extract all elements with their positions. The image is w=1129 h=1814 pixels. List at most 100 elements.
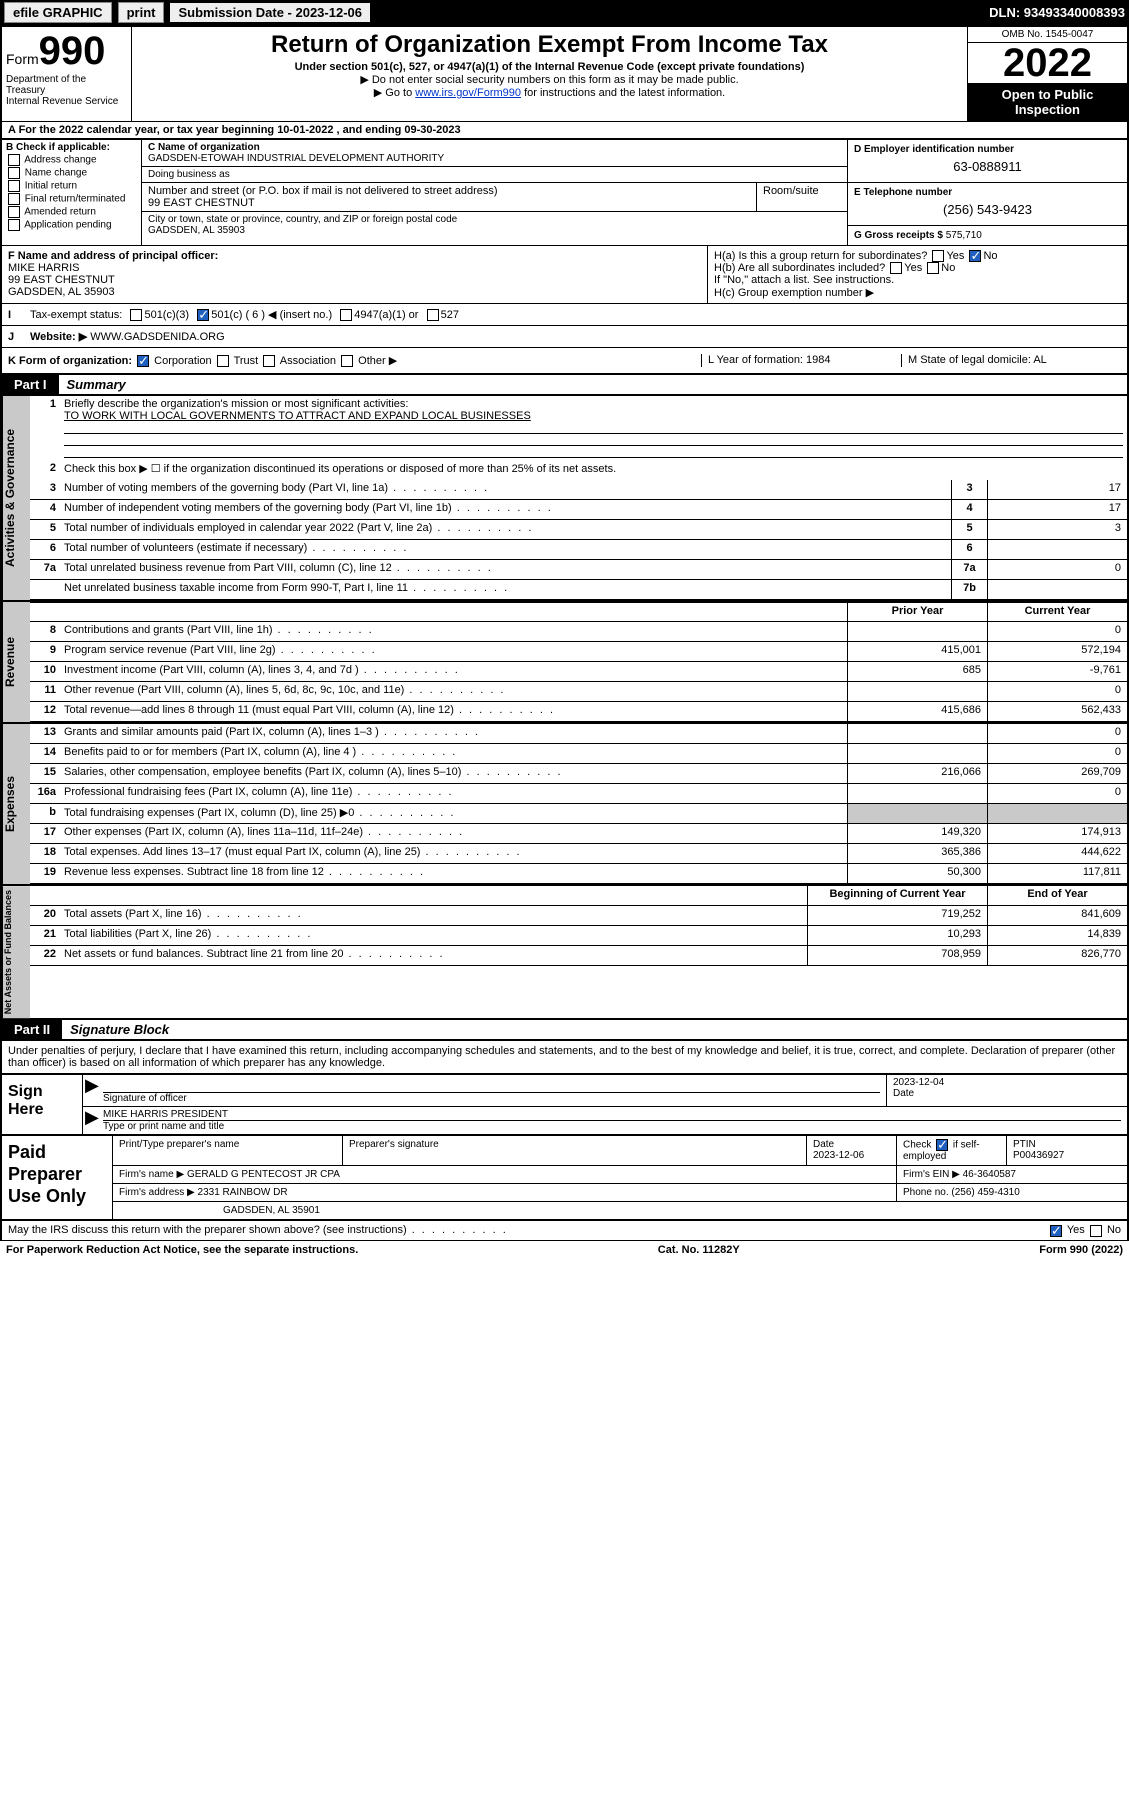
form-number: 990 — [39, 29, 106, 73]
efile-label: efile GRAPHIC — [4, 2, 112, 23]
website-value: WWW.GADSDENIDA.ORG — [90, 331, 224, 343]
summary-row: 18Total expenses. Add lines 13–17 (must … — [30, 844, 1127, 864]
preparer-block: Paid Preparer Use Only Print/Type prepar… — [0, 1136, 1129, 1221]
part2-title: Signature Block — [62, 1020, 177, 1039]
irs-link[interactable]: www.irs.gov/Form990 — [415, 87, 521, 99]
state-domicile: M State of legal domicile: AL — [901, 354, 1121, 367]
firm-name: GERALD G PENTECOST JR CPA — [187, 1169, 340, 1180]
summary-row: 5Total number of individuals employed in… — [30, 520, 1127, 540]
part2-num: Part II — [2, 1020, 62, 1039]
chk-name-change[interactable]: Name change — [6, 167, 137, 179]
officer-addr1: 99 EAST CHESTNUT — [8, 274, 701, 286]
hb-note: If "No," attach a list. See instructions… — [714, 274, 1121, 286]
tel-label: E Telephone number — [854, 187, 1121, 198]
firm-addr-lbl: Firm's address ▶ — [119, 1187, 195, 1198]
sign-here-label: Sign Here — [2, 1075, 82, 1134]
section-fh: F Name and address of principal officer:… — [0, 246, 1129, 304]
paperwork-notice: For Paperwork Reduction Act Notice, see … — [6, 1244, 358, 1256]
officer-addr2: GADSDEN, AL 35903 — [8, 286, 701, 298]
summary-row: 16aProfessional fundraising fees (Part I… — [30, 784, 1127, 804]
hdr-prior: Prior Year — [847, 603, 987, 621]
section-revenue: Revenue Prior Year Current Year 8Contrib… — [0, 602, 1129, 724]
hb-yes[interactable] — [890, 262, 902, 274]
chk-assoc[interactable] — [263, 355, 275, 367]
chk-application-pending[interactable]: Application pending — [6, 219, 137, 231]
form-ref: Form 990 (2022) — [1039, 1244, 1123, 1256]
l2-text: Check this box ▶ ☐ if the organization d… — [60, 460, 1127, 480]
prep-date-hdr: Date — [813, 1139, 890, 1150]
arrow-icon: ▶ — [83, 1107, 97, 1134]
officer-name-title: MIKE HARRIS PRESIDENT — [103, 1109, 1121, 1121]
dln: DLN: 93493340008393 — [989, 5, 1125, 20]
chk-501c[interactable] — [197, 309, 209, 321]
summary-row: 15Salaries, other compensation, employee… — [30, 764, 1127, 784]
org-city: GADSDEN, AL 35903 — [148, 225, 841, 236]
cat-no: Cat. No. 11282Y — [658, 1244, 740, 1256]
form-prefix: Form — [6, 51, 39, 67]
footer-may-discuss: May the IRS discuss this return with the… — [0, 1221, 1129, 1240]
chk-corp[interactable] — [137, 355, 149, 367]
chk-4947[interactable] — [340, 309, 352, 321]
chk-other[interactable] — [341, 355, 353, 367]
firm-ein-lbl: Firm's EIN ▶ — [903, 1169, 960, 1180]
sig-date: 2023-12-04 — [893, 1077, 1121, 1088]
hb-row: H(b) Are all subordinates included? Yes … — [714, 262, 1121, 274]
chk-trust[interactable] — [217, 355, 229, 367]
form-title: Return of Organization Exempt From Incom… — [138, 31, 961, 59]
prep-name-hdr: Print/Type preparer's name — [113, 1136, 343, 1165]
tab-governance: Activities & Governance — [2, 396, 30, 600]
prep-sig-hdr: Preparer's signature — [343, 1136, 807, 1165]
preparer-label: Paid Preparer Use Only — [2, 1136, 112, 1219]
submission-date: Submission Date - 2023-12-06 — [170, 3, 370, 22]
city-label: City or town, state or province, country… — [148, 214, 841, 225]
officer-name: MIKE HARRIS — [8, 262, 701, 274]
chk-final-return[interactable]: Final return/terminated — [6, 193, 137, 205]
f-label: F Name and address of principal officer: — [8, 250, 701, 262]
ptin-hdr: PTIN — [1013, 1139, 1121, 1150]
phone-val: (256) 459-4310 — [951, 1187, 1019, 1198]
footer-bottom: For Paperwork Reduction Act Notice, see … — [0, 1241, 1129, 1259]
summary-row: 22Net assets or fund balances. Subtract … — [30, 946, 1127, 966]
open-inspection: Open to Public Inspection — [968, 83, 1127, 121]
row-a-tax-year: A For the 2022 calendar year, or tax yea… — [0, 121, 1129, 138]
org-address: 99 EAST CHESTNUT — [148, 197, 750, 209]
summary-row: 10Investment income (Part VIII, column (… — [30, 662, 1127, 682]
dba-label: Doing business as — [148, 169, 841, 180]
row-k-form-org: K Form of organization: Corporation Trus… — [0, 348, 1129, 375]
chk-discuss-no[interactable] — [1090, 1225, 1102, 1237]
print-button[interactable]: print — [118, 2, 165, 23]
summary-row: Net unrelated business taxable income fr… — [30, 580, 1127, 600]
form-header: Form990 Department of the Treasury Inter… — [0, 25, 1129, 121]
section-net-assets: Net Assets or Fund Balances Beginning of… — [0, 886, 1129, 1020]
year-formation: L Year of formation: 1984 — [701, 354, 901, 367]
chk-amended-return[interactable]: Amended return — [6, 206, 137, 218]
dept-treasury: Department of the Treasury — [6, 74, 127, 96]
chk-501c3[interactable] — [130, 309, 142, 321]
hb-no[interactable] — [927, 262, 939, 274]
chk-527[interactable] — [427, 309, 439, 321]
hdr-current: Current Year — [987, 603, 1127, 621]
goto-note: ▶ Go to www.irs.gov/Form990 for instruct… — [138, 86, 961, 99]
gross-label: G Gross receipts $ — [854, 230, 943, 241]
firm-addr2: GADSDEN, AL 35901 — [113, 1202, 1127, 1219]
summary-row: 14Benefits paid to or for members (Part … — [30, 744, 1127, 764]
part1-title: Summary — [59, 375, 134, 394]
chk-initial-return[interactable]: Initial return — [6, 180, 137, 192]
tab-expenses: Expenses — [2, 724, 30, 884]
name-title-label: Type or print name and title — [103, 1121, 1121, 1132]
firm-ein: 46-3640587 — [963, 1169, 1016, 1180]
chk-address-change[interactable]: Address change — [6, 154, 137, 166]
ha-no[interactable] — [969, 250, 981, 262]
chk-self-employed[interactable] — [936, 1139, 948, 1151]
prep-self-emp: Check if self-employed — [897, 1136, 1007, 1165]
sig-intro: Under penalties of perjury, I declare th… — [0, 1041, 1129, 1073]
col-c-org: C Name of organization GADSDEN-ETOWAH IN… — [142, 140, 847, 245]
chk-discuss-yes[interactable] — [1050, 1225, 1062, 1237]
efile-header: efile GRAPHIC print Submission Date - 20… — [0, 0, 1129, 25]
ein-value: 63-0888911 — [854, 155, 1121, 178]
sig-date-label: Date — [893, 1088, 1121, 1099]
ha-yes[interactable] — [932, 250, 944, 262]
firm-addr: 2331 RAINBOW DR — [198, 1187, 288, 1198]
sign-block: Sign Here ▶ Signature of officer 2023-12… — [0, 1073, 1129, 1136]
col-d-ids: D Employer identification number 63-0888… — [847, 140, 1127, 245]
